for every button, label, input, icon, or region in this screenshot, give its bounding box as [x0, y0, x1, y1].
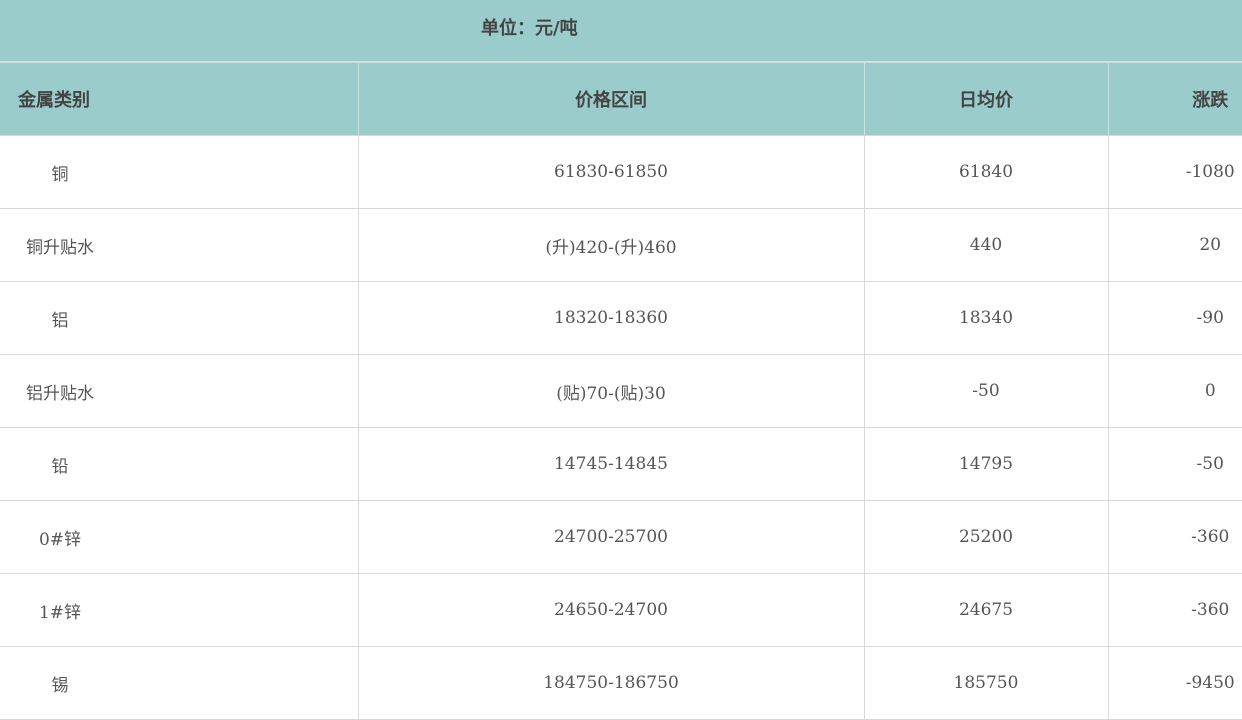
metal-name: 铜升贴水 — [26, 237, 94, 258]
change-cell: 20 — [1107, 208, 1242, 282]
header-metal: 金属类别 — [0, 62, 359, 136]
change-cell: -360 — [1107, 573, 1242, 647]
price-range-cell: 18320-18360 — [357, 281, 865, 355]
unit-title: 单位：元/吨 — [481, 18, 578, 39]
table-row: 1#锌 24650-24700 24675 -360 — [0, 573, 1242, 647]
price-range-cell: (贴)70-(贴)30 — [357, 354, 865, 428]
metal-name: 铜 — [51, 164, 69, 185]
metal-cell: 锡 — [0, 646, 359, 720]
metal-cell: 铅 — [0, 427, 359, 501]
avg-price-cell: 24675 — [863, 573, 1109, 647]
price-range-cell: 24650-24700 — [357, 573, 865, 647]
header-metal-label: 金属类别 — [18, 90, 90, 111]
avg-price-cell: 440 — [863, 208, 1109, 282]
avg-price-cell: 185750 — [863, 646, 1109, 720]
metal-cell: 铝升贴水 — [0, 354, 359, 428]
metal-price-table: 金属类别 价格区间 日均价 涨跌 铜 61830-61850 61840 -1080 铜… — [0, 62, 1242, 720]
header-avg: 日均价 — [863, 62, 1109, 136]
change-cell: -50 — [1107, 427, 1242, 501]
avg-price-cell: -50 — [863, 354, 1109, 428]
metal-cell: 铜 — [0, 135, 359, 209]
metal-cell: 铝 — [0, 281, 359, 355]
price-range-cell: 14745-14845 — [357, 427, 865, 501]
metal-name: 0#锌 — [38, 529, 82, 550]
table-row: 铝升贴水 (贴)70-(贴)30 -50 0 — [0, 354, 1242, 428]
price-range-cell: 184750-186750 — [357, 646, 865, 720]
table-row: 铝 18320-18360 18340 -90 — [0, 281, 1242, 355]
avg-price-cell: 14795 — [863, 427, 1109, 501]
table-row: 0#锌 24700-25700 25200 -360 — [0, 500, 1242, 574]
avg-price-cell: 18340 — [863, 281, 1109, 355]
price-range-cell: 24700-25700 — [357, 500, 865, 574]
avg-price-cell: 25200 — [863, 500, 1109, 574]
metal-cell: 1#锌 — [0, 573, 359, 647]
unit-title-bar: 单位：元/吨 — [0, 0, 1242, 62]
avg-price-cell: 61840 — [863, 135, 1109, 209]
change-cell: 0 — [1107, 354, 1242, 428]
metal-name: 锡 — [51, 675, 69, 696]
header-row: 金属类别 价格区间 日均价 涨跌 — [0, 62, 1242, 136]
table-row: 铜升贴水 (升)420-(升)460 440 20 — [0, 208, 1242, 282]
change-cell: -9450 — [1107, 646, 1242, 720]
price-range-cell: 61830-61850 — [357, 135, 865, 209]
change-cell: -360 — [1107, 500, 1242, 574]
change-cell: -90 — [1107, 281, 1242, 355]
header-range: 价格区间 — [357, 62, 865, 136]
table-row: 铅 14745-14845 14795 -50 — [0, 427, 1242, 501]
metal-name: 铝 — [51, 310, 69, 331]
metal-name: 铝升贴水 — [26, 383, 94, 404]
change-cell: -1080 — [1107, 135, 1242, 209]
table-row: 铜 61830-61850 61840 -1080 — [0, 135, 1242, 209]
table-row: 锡 184750-186750 185750 -9450 — [0, 646, 1242, 720]
metal-name: 1#锌 — [38, 602, 82, 623]
metal-cell: 铜升贴水 — [0, 208, 359, 282]
metal-name: 铅 — [51, 456, 69, 477]
metal-cell: 0#锌 — [0, 500, 359, 574]
price-range-cell: (升)420-(升)460 — [357, 208, 865, 282]
header-change: 涨跌 — [1107, 62, 1242, 136]
